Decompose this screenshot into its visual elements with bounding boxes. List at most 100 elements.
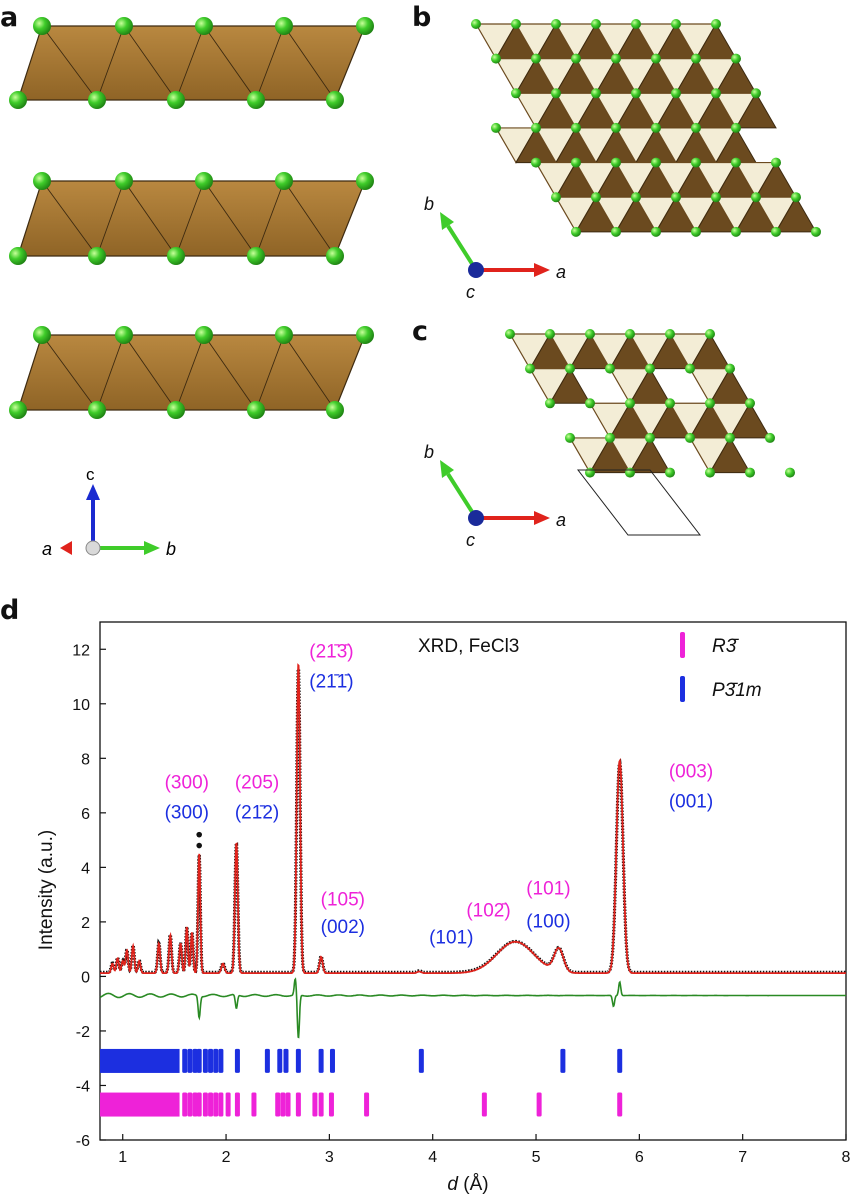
reflection-tick xyxy=(213,1048,219,1073)
axis-label-c: c xyxy=(86,465,95,484)
unit-cell xyxy=(576,469,702,536)
chlorine-atom xyxy=(511,88,521,99)
y-tick-label: 0 xyxy=(81,969,90,986)
reflection-tick xyxy=(560,1048,566,1073)
axis-label-c: c xyxy=(466,282,475,300)
axis-label-a: a xyxy=(556,262,566,282)
chlorine-atom xyxy=(705,398,715,409)
y-tick-label: -6 xyxy=(76,1133,90,1150)
layer-1 xyxy=(9,17,374,109)
chlorine-atom xyxy=(591,88,601,99)
chlorine-atoms xyxy=(9,17,374,109)
peak-label-p31m: (300) xyxy=(165,802,209,823)
panel-label-b: b xyxy=(412,2,432,33)
chlorine-atom xyxy=(711,19,721,29)
chart-title: XRD, FeCl3 xyxy=(418,636,519,657)
chlorine-atom xyxy=(625,329,635,339)
chlorine-atom xyxy=(525,363,535,374)
chlorine-atom xyxy=(631,192,641,203)
chlorine-atom xyxy=(645,432,655,443)
chlorine-atom xyxy=(711,88,721,99)
peak-label-r3: (205) xyxy=(235,772,279,793)
panel-label-c: c xyxy=(412,316,429,347)
peak-label-r3: (102̄) xyxy=(466,900,510,921)
chlorine-atom xyxy=(671,192,681,203)
reflection-tick xyxy=(234,1092,240,1117)
chlorine-atom xyxy=(651,226,661,237)
peak-label-r3: (21̄3̄) xyxy=(309,641,353,662)
chlorine-atom xyxy=(591,192,601,203)
chlorine-atom xyxy=(765,432,775,443)
peak-label-p31m: (21̄2) xyxy=(235,802,279,823)
chlorine-atom xyxy=(691,122,701,133)
chlorine-atom xyxy=(491,122,501,133)
chlorine-atom xyxy=(811,226,821,237)
xrd-chart: XRD, FeCl3 d (Å) Intensity (a.u.) R3̄ P3̄… xyxy=(36,621,851,1195)
reflection-tick xyxy=(202,1092,208,1117)
plot-area: 1 2 3 4 5 6 7 8-6-4-2024681012(300)(300)(205)(2… xyxy=(72,621,851,1166)
chlorine-atom xyxy=(571,226,581,237)
plot-frame xyxy=(99,621,847,1141)
chlorine-atom xyxy=(611,53,621,64)
axis-label-a: a xyxy=(556,510,566,530)
chlorine-atom xyxy=(551,19,561,29)
chlorine-atom xyxy=(651,122,661,133)
chlorine-atom xyxy=(731,122,741,133)
reflection-tick xyxy=(275,1092,281,1117)
x-tick-label: 6 xyxy=(635,1149,644,1166)
y-tick-label: 6 xyxy=(81,806,90,823)
chlorine-atom xyxy=(685,363,695,374)
reflection-tick xyxy=(318,1092,324,1117)
reflection-tick xyxy=(277,1048,283,1073)
panel-b-structure: b a c xyxy=(424,19,821,300)
axes-triad-a: c a b xyxy=(42,465,176,559)
chlorine-atom xyxy=(745,467,755,478)
x-tick-label: 3 xyxy=(325,1149,334,1166)
x-tick-label: 7 xyxy=(738,1149,747,1166)
reflection-tick xyxy=(328,1092,334,1117)
lattice xyxy=(471,19,821,237)
reflection-tick xyxy=(329,1048,335,1073)
chlorine-atom xyxy=(645,363,655,374)
chlorine-atom xyxy=(611,122,621,133)
axes-triad: b a c xyxy=(424,442,566,550)
chlorine-atom xyxy=(631,19,641,29)
reflection-tick xyxy=(192,1092,198,1117)
reflection-tick xyxy=(208,1092,214,1117)
y-tick-label: 8 xyxy=(81,751,90,768)
chlorine-atom xyxy=(731,157,741,168)
y-tick-label: 12 xyxy=(72,642,90,659)
chlorine-atom xyxy=(731,53,741,64)
reflection-tick xyxy=(283,1048,289,1073)
y-axis-label: Intensity (a.u.) xyxy=(36,830,57,950)
y-tick-label: -4 xyxy=(76,1078,90,1095)
chlorine-atom xyxy=(691,53,701,64)
reflections-p31m xyxy=(100,1048,623,1073)
layer-2 xyxy=(9,172,374,265)
chlorine-atom xyxy=(551,192,561,203)
peak-label-r3: (003) xyxy=(669,761,713,782)
chlorine-atom xyxy=(491,53,501,64)
chlorine-atom xyxy=(651,53,661,64)
legend-label: P3̄1m xyxy=(712,680,762,701)
x-tick-label: 1 xyxy=(118,1149,127,1166)
chlorine-atom xyxy=(665,467,675,478)
reflection-tick xyxy=(251,1092,257,1117)
chlorine-atom xyxy=(685,432,695,443)
legend-swatch xyxy=(680,676,685,702)
reflection-tick xyxy=(295,1048,301,1073)
reflection-tick xyxy=(225,1092,231,1117)
chlorine-atom xyxy=(745,398,755,409)
chlorine-atom xyxy=(531,157,541,168)
peak-label-r3: (300) xyxy=(165,772,209,793)
chlorine-atom xyxy=(751,192,761,203)
reflection-tick xyxy=(187,1092,193,1117)
reflection-tick xyxy=(218,1048,224,1073)
panel-label-a: a xyxy=(0,2,19,33)
reflection-tick xyxy=(536,1092,542,1117)
legend-label: R3̄ xyxy=(712,636,739,657)
calculated-series xyxy=(100,663,846,974)
reflection-tick xyxy=(318,1048,324,1073)
chlorine-atom xyxy=(585,329,595,339)
chlorine-atom xyxy=(571,122,581,133)
